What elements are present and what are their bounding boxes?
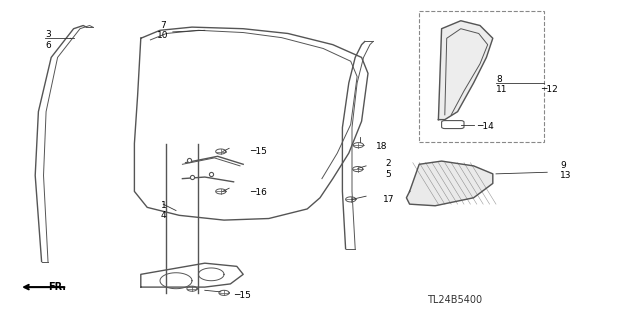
- Text: ─14: ─14: [477, 122, 493, 130]
- Text: ─12: ─12: [541, 85, 557, 94]
- Text: 1
4: 1 4: [161, 201, 166, 220]
- Bar: [419, 11, 544, 142]
- Text: 17: 17: [383, 195, 394, 204]
- Text: 2
5: 2 5: [385, 160, 391, 179]
- Text: 18: 18: [376, 142, 388, 151]
- Text: ─16: ─16: [250, 189, 266, 197]
- Polygon shape: [438, 21, 493, 120]
- Text: 7
10: 7 10: [157, 21, 169, 40]
- Text: FR.: FR.: [48, 282, 66, 292]
- Text: ─15: ─15: [234, 291, 250, 300]
- Text: ─15: ─15: [250, 147, 266, 156]
- Text: TL24B5400: TL24B5400: [427, 295, 482, 305]
- Text: 8
11: 8 11: [496, 75, 508, 94]
- Text: 3
6: 3 6: [45, 30, 51, 49]
- Polygon shape: [406, 161, 493, 206]
- Text: 9
13: 9 13: [560, 161, 572, 180]
